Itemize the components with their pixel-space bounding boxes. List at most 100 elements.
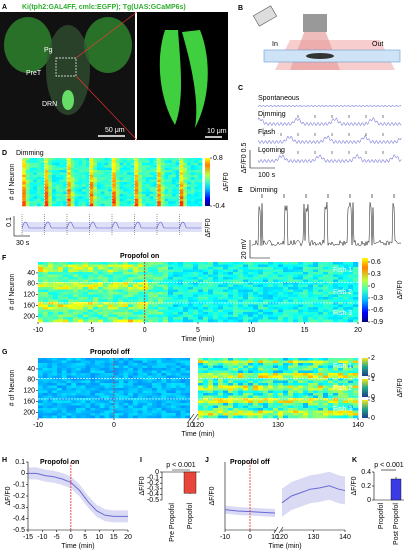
heatmap-cell xyxy=(47,390,53,394)
heatmap-cell xyxy=(133,277,139,280)
heatmap-cell xyxy=(164,196,169,200)
heatmap-cell xyxy=(85,170,90,173)
heatmap-cell xyxy=(22,174,27,178)
heatmap-cell xyxy=(33,198,38,202)
heatmap-cell xyxy=(171,368,177,371)
heatmap-cell xyxy=(183,287,189,290)
heatmap-cell xyxy=(203,317,209,320)
heatmap-cell xyxy=(88,277,94,280)
heatmap-cell xyxy=(348,264,354,268)
heatmap-cell xyxy=(38,264,44,268)
heatmap-cell xyxy=(118,405,124,409)
heatmap-cell xyxy=(138,158,143,161)
heatmap-cell xyxy=(198,279,204,283)
heatmap-cell xyxy=(343,269,349,273)
heatmap-cell xyxy=(263,294,269,298)
heatmap-cell xyxy=(223,395,229,399)
heatmap-cell xyxy=(58,292,64,295)
heatmap-cell xyxy=(114,378,120,381)
heatmap-cell xyxy=(76,390,82,394)
heatmap-cell xyxy=(253,309,259,313)
heatmap-cell xyxy=(183,189,188,192)
heatmap-cell xyxy=(243,314,249,318)
heatmap-cell xyxy=(148,269,154,273)
heatmap-cell xyxy=(198,388,204,391)
heatmap-cell xyxy=(208,292,214,295)
heatmap-cell xyxy=(68,264,74,268)
heatmap-cell xyxy=(198,294,204,298)
heatmap-cell xyxy=(313,410,319,414)
heatmap-cell xyxy=(38,388,44,391)
heatmap-cell xyxy=(48,269,54,273)
heatmap-cell xyxy=(223,312,229,315)
heatmap-cell xyxy=(103,304,109,308)
heatmap-cell xyxy=(166,365,172,369)
heatmap-cell xyxy=(123,191,128,195)
heatmap-cell xyxy=(218,413,224,416)
region-label: DRN xyxy=(42,101,57,108)
heatmap-cell xyxy=(193,317,199,320)
heatmap-cell xyxy=(95,388,101,391)
heatmap-cell xyxy=(178,284,184,288)
heatmap-cell xyxy=(114,415,120,419)
sem-band xyxy=(28,467,128,523)
heatmap-cell xyxy=(238,277,244,280)
heatmap-cell xyxy=(143,279,149,283)
heatmap-cell xyxy=(166,393,172,396)
heatmap-cell xyxy=(208,368,214,371)
heatmap-cell xyxy=(208,317,214,320)
heatmap-cell xyxy=(52,400,58,404)
heatmap-cell xyxy=(163,267,169,270)
heatmap-cell xyxy=(183,314,189,318)
heatmap-cell xyxy=(55,189,60,192)
heatmap-cell xyxy=(119,191,124,195)
heatmap-cell xyxy=(171,373,177,376)
heatmap-cell xyxy=(171,388,177,391)
heatmap-cell xyxy=(163,314,169,318)
heatmap-cell xyxy=(178,317,184,320)
heatmap-cell xyxy=(171,408,177,411)
heatmap-cell xyxy=(353,269,359,273)
heatmap-cell xyxy=(179,165,184,168)
heatmap-cell xyxy=(283,312,289,315)
heatmap-cell xyxy=(208,400,214,404)
heatmap-cell xyxy=(278,370,284,374)
heatmap-cell xyxy=(38,292,44,295)
heatmap-cell xyxy=(138,160,143,164)
heatmap-cell xyxy=(238,415,244,419)
heatmap-cell xyxy=(71,390,77,394)
heatmap-cell xyxy=(143,287,149,290)
heatmap-cell xyxy=(71,380,77,384)
heatmap-cell xyxy=(156,410,162,414)
heatmap-cell xyxy=(42,408,48,411)
heatmap-cell xyxy=(198,160,203,164)
heatmap-cell xyxy=(203,368,209,371)
heatmap-cell xyxy=(263,368,269,371)
heatmap-cell xyxy=(348,277,354,280)
heatmap-cell xyxy=(109,365,115,369)
heatmap-cell xyxy=(138,297,144,300)
heatmap-cell xyxy=(228,405,234,409)
heatmap-cell xyxy=(108,262,114,265)
heatmap-cell xyxy=(348,297,354,300)
heatmap-cell xyxy=(308,413,314,416)
heatmap-cell xyxy=(179,158,184,161)
heatmap-cell xyxy=(243,312,249,315)
heatmap-cell xyxy=(109,383,115,386)
heatmap-cell xyxy=(38,403,44,406)
heatmap-cell xyxy=(333,274,339,278)
heatmap-cell xyxy=(152,388,158,391)
heatmap-cell xyxy=(238,279,244,283)
heatmap-cell xyxy=(348,378,354,381)
heatmap-cell xyxy=(89,184,94,188)
heatmap-cell xyxy=(137,388,143,391)
heatmap-cell xyxy=(108,309,114,313)
heatmap-cell xyxy=(303,294,309,298)
heatmap-cell xyxy=(328,319,334,323)
heatmap-cell xyxy=(156,398,162,401)
heatmap-cell xyxy=(353,304,359,308)
heatmap-cell xyxy=(163,264,169,268)
heatmap-cell xyxy=(168,264,174,268)
heatmap-cell xyxy=(82,184,87,188)
heatmap-cell xyxy=(57,395,63,399)
